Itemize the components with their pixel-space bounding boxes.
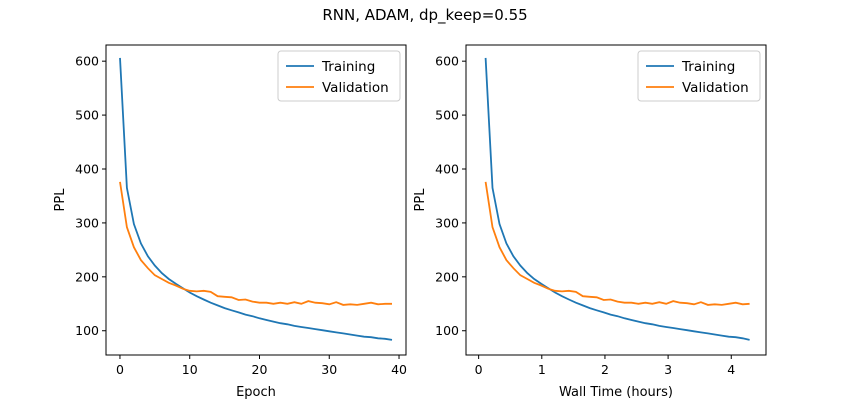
y-tick-label: 500 — [435, 108, 459, 123]
x-tick-label: 1 — [538, 362, 546, 377]
series-line-validation — [484, 181, 750, 306]
axes-frame — [465, 44, 767, 356]
y-axis-label: PPL — [53, 188, 68, 212]
x-tick-label: 30 — [321, 362, 337, 377]
x-tick-label: 3 — [664, 362, 672, 377]
y-tick-label: 300 — [435, 215, 459, 230]
y-tick-label: 400 — [75, 162, 99, 177]
x-tick-label: 20 — [252, 362, 268, 377]
y-tick-label: 100 — [435, 323, 459, 338]
y-tick-label: 600 — [435, 54, 459, 69]
legend-label-validation: Validation — [682, 80, 749, 96]
x-tick-label: 40 — [391, 362, 407, 377]
x-tick-label: 0 — [116, 362, 124, 377]
legend: Training Validation — [277, 50, 401, 102]
x-axis-label: Wall Time (hours) — [559, 385, 673, 400]
x-axis-label: Epoch — [236, 385, 276, 400]
x-tick-label: 4 — [727, 362, 735, 377]
series-line-training — [119, 57, 393, 341]
y-tick-label: 300 — [75, 215, 99, 230]
y-tick-label: 600 — [75, 54, 99, 69]
legend-label-validation: Validation — [322, 80, 389, 96]
y-tick-label: 500 — [75, 108, 99, 123]
x-tick-label: 0 — [475, 362, 483, 377]
figure-title: RNN, ADAM, dp_keep=0.55 — [322, 6, 527, 25]
x-tick-label: 10 — [182, 362, 198, 377]
legend: Training Validation — [637, 50, 761, 102]
y-tick-label: 200 — [75, 269, 99, 284]
y-axis-label: PPL — [413, 188, 428, 212]
chart-wall-time: 0 1 2 3 4 100 200 300 400 500 600 Wall Time (hours)… — [413, 44, 767, 400]
x-tick-label: 2 — [601, 362, 609, 377]
axes-frame — [105, 44, 407, 356]
legend-label-training: Training — [681, 59, 735, 75]
legend-box — [277, 50, 401, 102]
chart-epoch: 0 10 20 30 40 100 200 300 400 500 600 Epoch PPL Train… — [53, 44, 407, 400]
series-line-validation — [119, 181, 392, 306]
y-tick-label: 100 — [75, 323, 99, 338]
series-line-training — [484, 57, 750, 341]
y-tick-label: 200 — [435, 269, 459, 284]
y-tick-label: 400 — [435, 162, 459, 177]
legend-label-training: Training — [321, 59, 375, 75]
legend-box — [637, 50, 761, 102]
